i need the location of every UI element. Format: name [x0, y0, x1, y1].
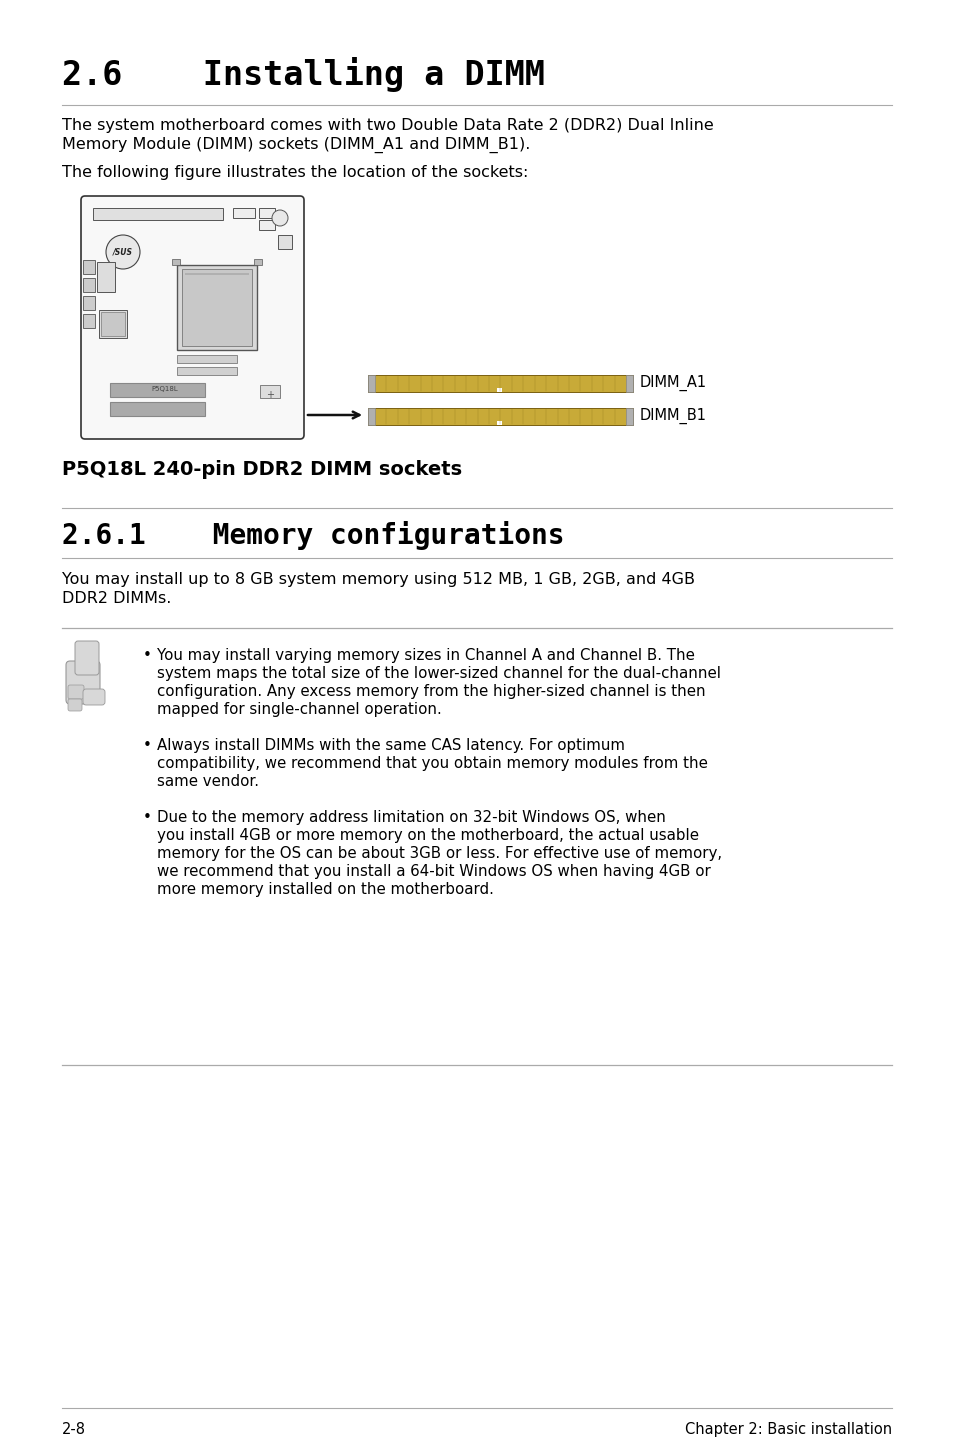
Text: •: •: [143, 649, 152, 663]
Text: The system motherboard comes with two Double Data Rate 2 (DDR2) Dual Inline: The system motherboard comes with two Do…: [62, 118, 713, 132]
Bar: [83, 313, 95, 328]
Text: You may install varying memory sizes in Channel A and Channel B. The: You may install varying memory sizes in …: [157, 649, 694, 663]
Text: Chapter 2: Basic installation: Chapter 2: Basic installation: [684, 1422, 891, 1437]
FancyBboxPatch shape: [81, 196, 304, 439]
Text: you install 4GB or more memory on the motherboard, the actual usable: you install 4GB or more memory on the mo…: [157, 828, 699, 843]
Text: P5Q18L: P5Q18L: [152, 385, 178, 393]
Bar: [110, 383, 205, 397]
Bar: [497, 421, 501, 426]
Text: Always install DIMMs with the same CAS latency. For optimum: Always install DIMMs with the same CAS l…: [157, 738, 624, 754]
Text: 2-8: 2-8: [62, 1422, 86, 1437]
Bar: [83, 260, 95, 275]
FancyBboxPatch shape: [66, 661, 100, 705]
Circle shape: [106, 234, 140, 269]
Bar: [177, 355, 236, 362]
Bar: [92, 209, 223, 220]
Text: •: •: [143, 810, 152, 825]
Bar: [260, 385, 280, 398]
Bar: [368, 408, 633, 426]
Bar: [258, 220, 274, 230]
Bar: [177, 265, 256, 349]
Bar: [83, 296, 95, 311]
Text: P5Q18L 240-pin DDR2 DIMM sockets: P5Q18L 240-pin DDR2 DIMM sockets: [62, 460, 461, 479]
Text: compatibility, we recommend that you obtain memory modules from the: compatibility, we recommend that you obt…: [157, 756, 707, 771]
Circle shape: [272, 210, 288, 226]
Bar: [182, 269, 252, 347]
FancyBboxPatch shape: [75, 641, 99, 674]
Text: The following figure illustrates the location of the sockets:: The following figure illustrates the loc…: [62, 165, 528, 180]
Bar: [83, 278, 95, 292]
Text: Memory Module (DIMM) sockets (DIMM_A1 and DIMM_B1).: Memory Module (DIMM) sockets (DIMM_A1 an…: [62, 137, 530, 154]
Bar: [185, 273, 249, 275]
Bar: [172, 259, 180, 265]
Bar: [258, 209, 274, 219]
Text: system maps the total size of the lower-sized channel for the dual-channel: system maps the total size of the lower-…: [157, 666, 720, 682]
Bar: [368, 375, 633, 393]
Bar: [625, 408, 633, 426]
Bar: [99, 311, 127, 338]
Text: Due to the memory address limitation on 32-bit Windows OS, when: Due to the memory address limitation on …: [157, 810, 665, 825]
Text: +: +: [266, 390, 274, 400]
Text: same vendor.: same vendor.: [157, 774, 258, 789]
Bar: [497, 388, 501, 393]
Text: 2.6    Installing a DIMM: 2.6 Installing a DIMM: [62, 58, 544, 92]
Text: we recommend that you install a 64-bit Windows OS when having 4GB or: we recommend that you install a 64-bit W…: [157, 864, 710, 879]
Bar: [277, 234, 292, 249]
Text: configuration. Any excess memory from the higher-sized channel is then: configuration. Any excess memory from th…: [157, 684, 705, 699]
Text: /SUS: /SUS: [112, 247, 132, 256]
FancyBboxPatch shape: [68, 699, 82, 710]
Text: DIMM_A1: DIMM_A1: [639, 375, 706, 391]
Bar: [110, 403, 205, 416]
Text: DIMM_B1: DIMM_B1: [639, 408, 706, 424]
Bar: [625, 375, 633, 393]
Text: You may install up to 8 GB system memory using 512 MB, 1 GB, 2GB, and 4GB: You may install up to 8 GB system memory…: [62, 572, 695, 587]
FancyBboxPatch shape: [83, 689, 105, 705]
Bar: [368, 408, 375, 426]
FancyBboxPatch shape: [68, 684, 84, 699]
Text: more memory installed on the motherboard.: more memory installed on the motherboard…: [157, 881, 494, 897]
Text: DDR2 DIMMs.: DDR2 DIMMs.: [62, 591, 172, 605]
Bar: [253, 259, 262, 265]
Text: 2.6.1    Memory configurations: 2.6.1 Memory configurations: [62, 521, 564, 549]
Bar: [368, 375, 375, 393]
Bar: [177, 367, 236, 375]
Bar: [101, 312, 125, 336]
Text: memory for the OS can be about 3GB or less. For effective use of memory,: memory for the OS can be about 3GB or le…: [157, 846, 721, 861]
Bar: [233, 209, 254, 219]
Bar: [97, 262, 115, 292]
Text: •: •: [143, 738, 152, 754]
Text: mapped for single-channel operation.: mapped for single-channel operation.: [157, 702, 441, 718]
